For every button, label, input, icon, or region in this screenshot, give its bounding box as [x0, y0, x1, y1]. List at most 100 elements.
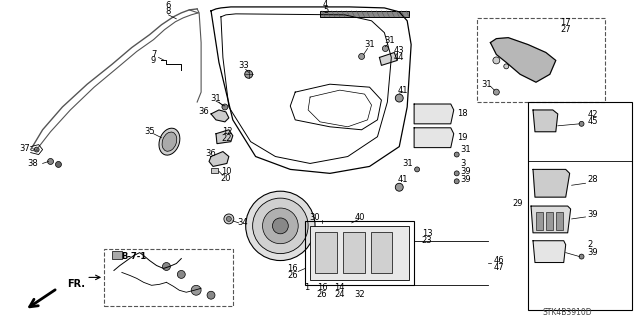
Polygon shape	[211, 110, 229, 122]
Text: 36: 36	[198, 108, 209, 116]
Text: 2: 2	[588, 240, 593, 249]
Text: 40: 40	[355, 213, 365, 222]
Text: STK4B3910D: STK4B3910D	[543, 308, 593, 316]
Circle shape	[415, 167, 420, 172]
Bar	[528, 102, 632, 310]
Ellipse shape	[159, 128, 180, 155]
Circle shape	[34, 147, 39, 152]
Text: 39: 39	[588, 248, 598, 257]
Text: 37: 37	[19, 144, 30, 153]
Circle shape	[56, 161, 61, 167]
Bar	[315, 232, 337, 273]
Text: 41: 41	[398, 175, 408, 184]
Text: 45: 45	[588, 117, 598, 126]
Bar	[371, 232, 392, 273]
Text: 13: 13	[422, 229, 432, 238]
Text: 22: 22	[221, 134, 232, 143]
Text: 27: 27	[561, 25, 571, 34]
Circle shape	[493, 57, 500, 64]
Bar	[104, 249, 233, 306]
Circle shape	[273, 218, 288, 234]
Polygon shape	[380, 53, 397, 65]
Circle shape	[358, 54, 365, 59]
Text: 39: 39	[461, 175, 471, 184]
Circle shape	[222, 104, 228, 110]
Text: 39: 39	[588, 211, 598, 219]
Text: 23: 23	[422, 236, 432, 245]
Bar	[536, 212, 543, 230]
Bar	[305, 221, 414, 285]
Circle shape	[227, 217, 231, 221]
Text: 42: 42	[588, 110, 598, 119]
Circle shape	[47, 159, 54, 165]
Text: 46: 46	[493, 256, 504, 265]
Circle shape	[262, 208, 298, 244]
Circle shape	[396, 183, 403, 191]
Polygon shape	[531, 206, 571, 233]
Ellipse shape	[162, 132, 177, 151]
Polygon shape	[414, 104, 454, 124]
Circle shape	[396, 94, 403, 102]
Bar	[546, 212, 553, 230]
Text: 43: 43	[394, 46, 404, 55]
Text: 17: 17	[561, 18, 571, 27]
Bar	[343, 232, 365, 273]
Text: 41: 41	[398, 85, 408, 95]
Text: 26: 26	[317, 290, 327, 299]
Text: 8: 8	[166, 7, 171, 16]
Circle shape	[493, 89, 499, 95]
Text: 31: 31	[384, 36, 395, 45]
Text: 39: 39	[461, 167, 471, 176]
Circle shape	[454, 152, 459, 157]
Text: FR.: FR.	[67, 279, 85, 289]
Text: 29: 29	[513, 199, 523, 208]
Circle shape	[454, 179, 459, 184]
Bar	[556, 212, 563, 230]
Text: 31: 31	[402, 159, 413, 168]
Text: 36: 36	[205, 149, 216, 158]
Circle shape	[454, 171, 459, 176]
Polygon shape	[533, 169, 570, 197]
Text: 31: 31	[461, 145, 471, 154]
Text: 16: 16	[287, 264, 298, 273]
Bar	[320, 11, 409, 17]
Text: 5: 5	[323, 6, 328, 15]
Circle shape	[579, 121, 584, 126]
Circle shape	[163, 263, 170, 271]
Text: 19: 19	[457, 133, 467, 142]
Text: 9: 9	[151, 56, 156, 65]
Text: 7: 7	[151, 50, 156, 59]
Text: B-7-1: B-7-1	[121, 252, 147, 261]
Bar	[112, 251, 122, 259]
Text: 47: 47	[493, 263, 504, 272]
Text: 34: 34	[237, 219, 248, 227]
Text: 18: 18	[457, 109, 467, 118]
Bar	[477, 18, 605, 102]
Circle shape	[579, 254, 584, 259]
Circle shape	[207, 291, 215, 299]
Text: 3: 3	[461, 159, 466, 168]
Text: 4: 4	[323, 0, 328, 10]
Bar	[310, 226, 409, 280]
Circle shape	[504, 64, 509, 69]
Text: 35: 35	[144, 127, 155, 136]
Polygon shape	[533, 241, 566, 263]
Text: 31: 31	[481, 80, 492, 89]
Text: 20: 20	[221, 174, 231, 183]
Polygon shape	[209, 152, 229, 167]
Text: 44: 44	[394, 53, 404, 62]
Polygon shape	[216, 130, 233, 144]
Text: 1: 1	[305, 283, 310, 292]
Circle shape	[246, 191, 315, 261]
Text: 24: 24	[335, 290, 345, 299]
Text: 28: 28	[588, 175, 598, 184]
Text: 33: 33	[238, 61, 249, 70]
Polygon shape	[490, 38, 556, 82]
Polygon shape	[533, 110, 558, 132]
Text: 31: 31	[211, 93, 221, 103]
Circle shape	[253, 198, 308, 254]
Circle shape	[224, 214, 234, 224]
Circle shape	[191, 285, 201, 295]
Text: 30: 30	[310, 213, 321, 222]
Text: 16: 16	[317, 283, 327, 292]
